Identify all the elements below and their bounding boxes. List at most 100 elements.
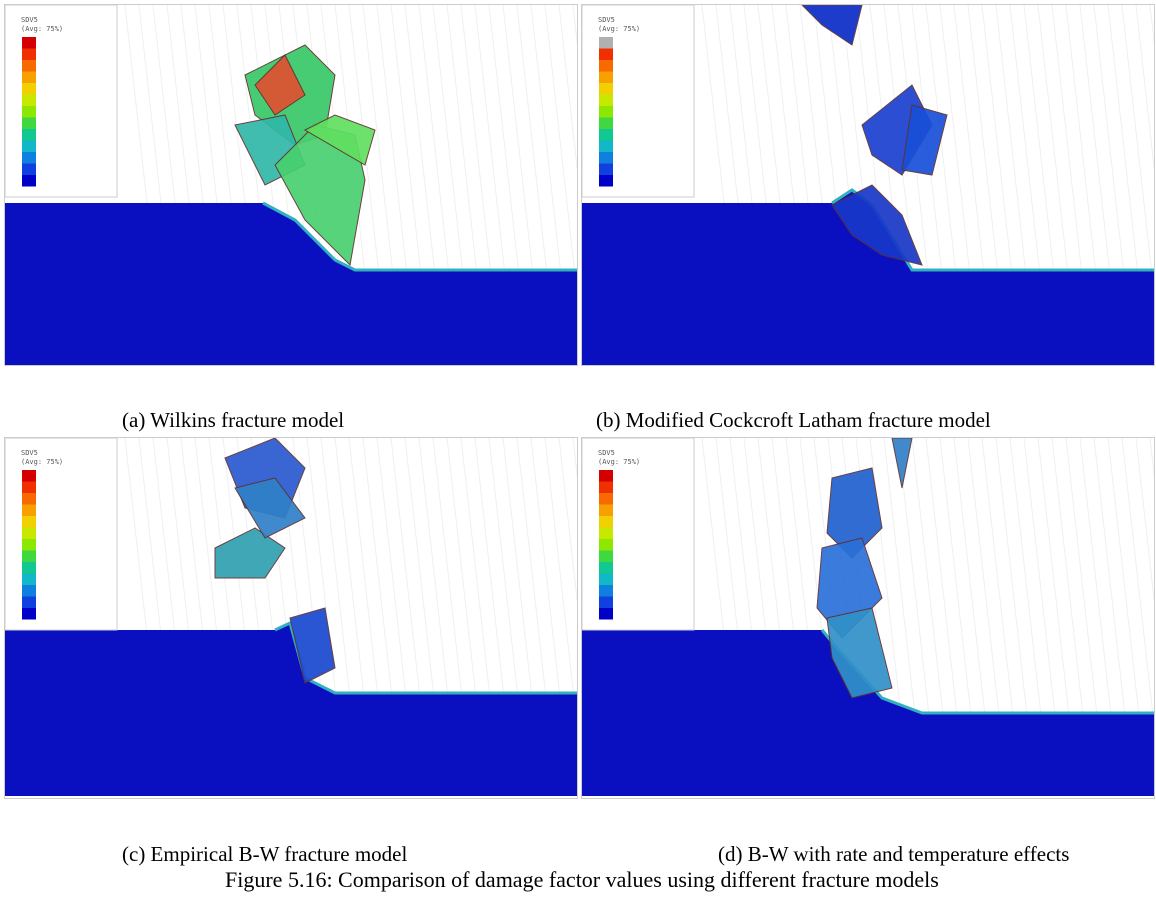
legend-band: [22, 140, 36, 152]
legend-band: [22, 504, 36, 516]
legend-band: [599, 608, 613, 620]
legend-box: [5, 438, 118, 631]
chip-fragment: [826, 607, 893, 699]
workpiece: [5, 203, 577, 365]
legend-band: [599, 83, 613, 95]
legend-averaging: (Avg: 75%): [598, 25, 640, 33]
legend-band: [22, 94, 36, 106]
legend-band: [599, 152, 613, 164]
chip-fragment: [234, 477, 306, 539]
legend-variable: SDV5: [598, 16, 615, 24]
legend-band: [599, 504, 613, 516]
panel-caption: (b) Modified Cockcroft Latham fracture m…: [596, 408, 991, 432]
legend-band: [599, 163, 613, 175]
legend-band: [22, 83, 36, 95]
workpiece: [5, 623, 577, 796]
legend-band: [599, 140, 613, 152]
legend-band: [22, 48, 36, 60]
legend-band: [22, 152, 36, 164]
chip-fragment: [254, 54, 306, 116]
mesh-line: [1121, 5, 1154, 298]
panel-a: SDV5 (Avg: 75%): [4, 4, 578, 366]
chip-fragment: [826, 467, 883, 559]
legend-band: [22, 60, 36, 72]
legend-band: [22, 562, 36, 574]
workpiece: [582, 190, 1154, 365]
legend-averaging: (Avg: 75%): [21, 25, 63, 33]
legend-band: [599, 585, 613, 597]
legend-band: [599, 60, 613, 72]
mesh-line: [1135, 5, 1154, 172]
legend-band: [599, 573, 613, 585]
legend-band: [599, 48, 613, 60]
mesh-line: [1121, 438, 1154, 729]
legend-band: [599, 539, 613, 551]
legend-averaging: (Avg: 75%): [21, 458, 63, 466]
legend-averaging: (Avg: 75%): [598, 458, 640, 466]
panel-caption: (c) Empirical B-W fracture model: [122, 842, 408, 866]
chip-fragment: [214, 527, 286, 579]
legend-band: [599, 117, 613, 129]
chip-fragment: [801, 5, 863, 46]
legend-band: [22, 481, 36, 493]
legend-band: [599, 550, 613, 562]
legend-band: [22, 493, 36, 505]
legend-band: [22, 71, 36, 83]
mesh-line: [558, 5, 577, 172]
panel-caption: (d) B-W with rate and temperature effect…: [718, 842, 1070, 866]
simulation-d: SDV5(Avg: 75%): [582, 438, 1154, 796]
legend-band: [22, 550, 36, 562]
legend-band: [22, 527, 36, 539]
legend-band: [599, 493, 613, 505]
workpiece-edge: [262, 201, 577, 272]
simulation-c: SDV5(Avg: 75%): [5, 438, 577, 796]
legend-band: [599, 94, 613, 106]
panel-c: SDV5 (Avg: 75%): [4, 437, 578, 799]
legend-variable: SDV5: [21, 449, 38, 457]
legend-band: [22, 129, 36, 141]
legend-band: [22, 106, 36, 118]
legend-band: [22, 539, 36, 551]
legend-band: [599, 37, 613, 49]
chip-fragment: [831, 184, 923, 266]
legend-band: [599, 470, 613, 482]
legend-band: [22, 37, 36, 49]
legend-variable: SDV5: [21, 16, 38, 24]
legend-band: [599, 129, 613, 141]
legend-band: [22, 163, 36, 175]
mesh-line: [544, 5, 577, 298]
simulation-b: SDV5(Avg: 75%): [582, 5, 1154, 365]
figure-caption: Figure 5.16: Comparison of damage factor…: [225, 867, 939, 892]
panel-d: SDV5 (Avg: 75%): [581, 437, 1155, 799]
chip-fragment: [289, 607, 336, 684]
legend-band: [22, 470, 36, 482]
legend-band: [599, 562, 613, 574]
legend-variable: SDV5: [598, 449, 615, 457]
chip-fragment: [901, 104, 948, 176]
legend-band: [599, 481, 613, 493]
workpiece: [582, 630, 1154, 796]
legend-band: [599, 106, 613, 118]
simulation-a: SDV5(Avg: 75%): [5, 5, 577, 365]
mesh-line: [544, 438, 577, 729]
legend-band: [599, 596, 613, 608]
legend-band: [599, 516, 613, 528]
panel-caption: (a) Wilkins fracture model: [122, 408, 345, 432]
legend-band: [22, 117, 36, 129]
legend-band: [22, 585, 36, 597]
mesh-line: [558, 438, 577, 604]
chip-fragment: [891, 438, 913, 489]
chip-fragment: [303, 114, 376, 166]
legend-band: [22, 175, 36, 187]
legend-box: [582, 5, 695, 198]
legend-box: [5, 5, 118, 198]
legend-band: [22, 608, 36, 620]
legend-band: [22, 573, 36, 585]
legend-band: [599, 175, 613, 187]
legend-band: [599, 527, 613, 539]
mesh-line: [1135, 438, 1154, 604]
legend-box: [582, 438, 695, 631]
legend-band: [22, 596, 36, 608]
legend-band: [22, 516, 36, 528]
